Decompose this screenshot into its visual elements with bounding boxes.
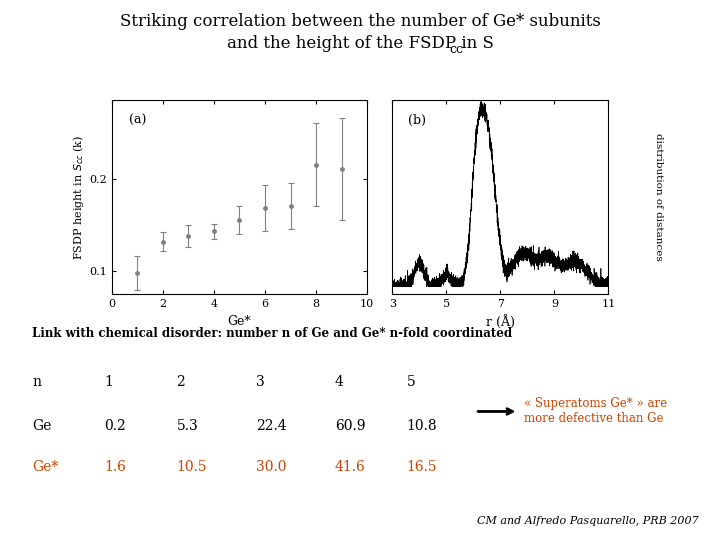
Text: « Superatoms Ge* » are
more defective than Ge: « Superatoms Ge* » are more defective th…: [524, 397, 667, 425]
Text: (b): (b): [408, 113, 426, 126]
Text: 10.5: 10.5: [176, 460, 207, 474]
Text: 3: 3: [256, 375, 264, 389]
Text: 0.2: 0.2: [104, 418, 126, 433]
X-axis label: Ge*: Ge*: [228, 315, 251, 328]
Text: 22.4: 22.4: [256, 418, 287, 433]
Text: Striking correlation between the number of Ge* subunits: Striking correlation between the number …: [120, 14, 600, 30]
Text: 5.3: 5.3: [176, 418, 198, 433]
Text: Ge: Ge: [32, 418, 52, 433]
Text: 41.6: 41.6: [335, 460, 366, 474]
Text: Link with chemical disorder: number n of Ge and Ge* n-fold coordinated: Link with chemical disorder: number n of…: [32, 327, 513, 340]
Text: n: n: [32, 375, 42, 389]
Text: 1.6: 1.6: [104, 460, 126, 474]
Text: and the height of the FSDP in S: and the height of the FSDP in S: [227, 35, 493, 52]
Text: cc: cc: [449, 43, 464, 56]
Text: 30.0: 30.0: [256, 460, 286, 474]
Text: Ge*: Ge*: [32, 460, 58, 474]
Text: distribution of distances: distribution of distances: [654, 133, 663, 261]
X-axis label: r (Å): r (Å): [486, 315, 515, 329]
Text: 60.9: 60.9: [335, 418, 365, 433]
Text: 4: 4: [335, 375, 343, 389]
Text: CM and Alfredo Pasquarello, PRB 2007: CM and Alfredo Pasquarello, PRB 2007: [477, 516, 698, 526]
Text: (a): (a): [130, 113, 147, 126]
Text: 10.8: 10.8: [407, 418, 438, 433]
Text: 1: 1: [104, 375, 113, 389]
Text: 16.5: 16.5: [407, 460, 438, 474]
Text: 2: 2: [176, 375, 185, 389]
Y-axis label: FSDP height in $S_{cc}$ (k): FSDP height in $S_{cc}$ (k): [71, 134, 86, 260]
Text: 5: 5: [407, 375, 415, 389]
